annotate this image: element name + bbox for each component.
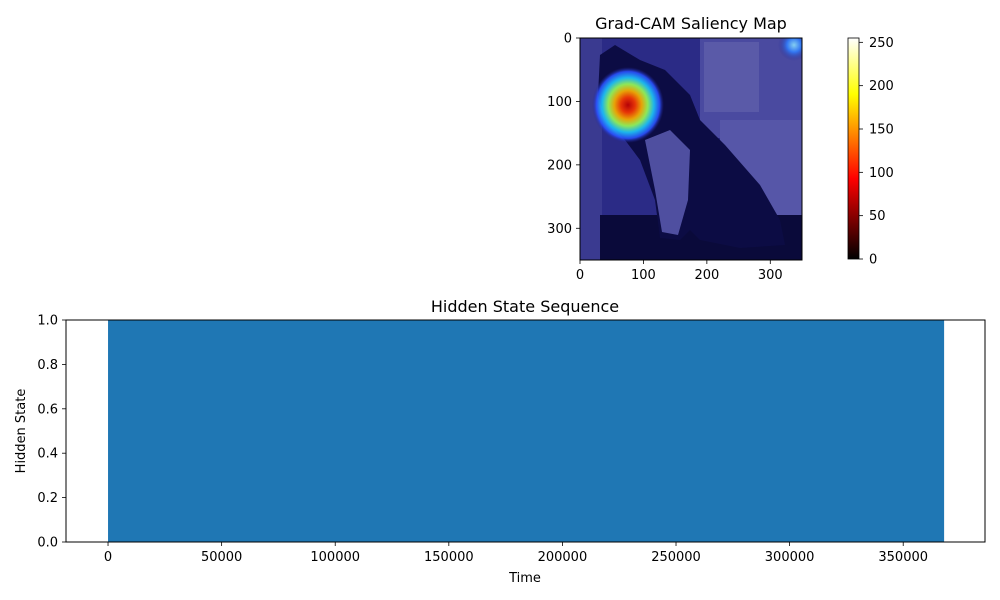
heatmap-ytick-label: 300 xyxy=(547,222,572,237)
heatmap-title: Grad-CAM Saliency Map xyxy=(595,14,787,33)
shelf-shape xyxy=(704,42,759,112)
heatmap-axes: 0 100 200 300 0 100 200 300 xyxy=(547,32,783,284)
heatmap-xtick-label: 300 xyxy=(758,268,783,283)
hotspot-overlay xyxy=(592,67,664,143)
area-ytick-label: 0.2 xyxy=(37,491,58,506)
area-xtick-label: 50000 xyxy=(201,550,242,565)
area-ytick-label: 0.6 xyxy=(37,402,58,417)
colorbar-tick-label: 250 xyxy=(869,36,894,51)
saliency-heatmap: Grad-CAM Saliency Map 0 100 200 300 0 100 200 3… xyxy=(547,14,803,284)
area-xtick-label: 0 xyxy=(104,550,112,565)
x-axis-label: Time xyxy=(508,571,541,586)
colorbar-tick-label: 200 xyxy=(869,79,894,94)
colorbar-tick-label: 100 xyxy=(869,166,894,181)
y-axis-label: Hidden State xyxy=(14,389,29,474)
area-xtick-label: 100000 xyxy=(310,550,360,565)
area-xtick-label: 350000 xyxy=(878,550,928,565)
heatmap-ytick-label: 100 xyxy=(547,95,572,110)
area-title: Hidden State Sequence xyxy=(431,297,619,316)
hidden-state-area xyxy=(108,320,945,542)
heatmap-ytick-label: 200 xyxy=(547,158,572,173)
heatmap-xtick-label: 200 xyxy=(694,268,719,283)
area-ytick-label: 0.8 xyxy=(37,358,58,373)
area-ytick-label: 0.0 xyxy=(37,536,58,551)
area-xtick-label: 250000 xyxy=(651,550,701,565)
hidden-state-chart: Hidden State Sequence 0 50000 100000 150000… xyxy=(14,297,986,586)
area-xtick-label: 150000 xyxy=(424,550,474,565)
colorbar-gradient xyxy=(847,37,860,260)
colorbar-tick-label: 150 xyxy=(869,123,894,138)
colorbar-tick-label: 50 xyxy=(869,209,886,224)
colorbar-ticks: 0 50 100 150 200 250 xyxy=(859,36,894,268)
area-plot-frame xyxy=(65,319,986,543)
heatmap-xtick-label: 100 xyxy=(631,268,656,283)
area-xtick-label: 200000 xyxy=(538,550,588,565)
area-axes: 0 50000 100000 150000 200000 250000 300000 3500… xyxy=(37,314,928,566)
heatmap-ytick-label: 0 xyxy=(564,32,572,47)
area-ytick-label: 0.4 xyxy=(37,447,58,462)
heatmap-xtick-label: 0 xyxy=(576,268,584,283)
area-xtick-label: 300000 xyxy=(765,550,815,565)
secondary-hotspot-overlay xyxy=(778,38,802,61)
colorbar-tick-label: 0 xyxy=(869,253,877,268)
saliency-image xyxy=(580,38,802,260)
colorbar: 0 50 100 150 200 250 xyxy=(847,36,894,268)
area-ytick-label: 1.0 xyxy=(37,314,58,329)
